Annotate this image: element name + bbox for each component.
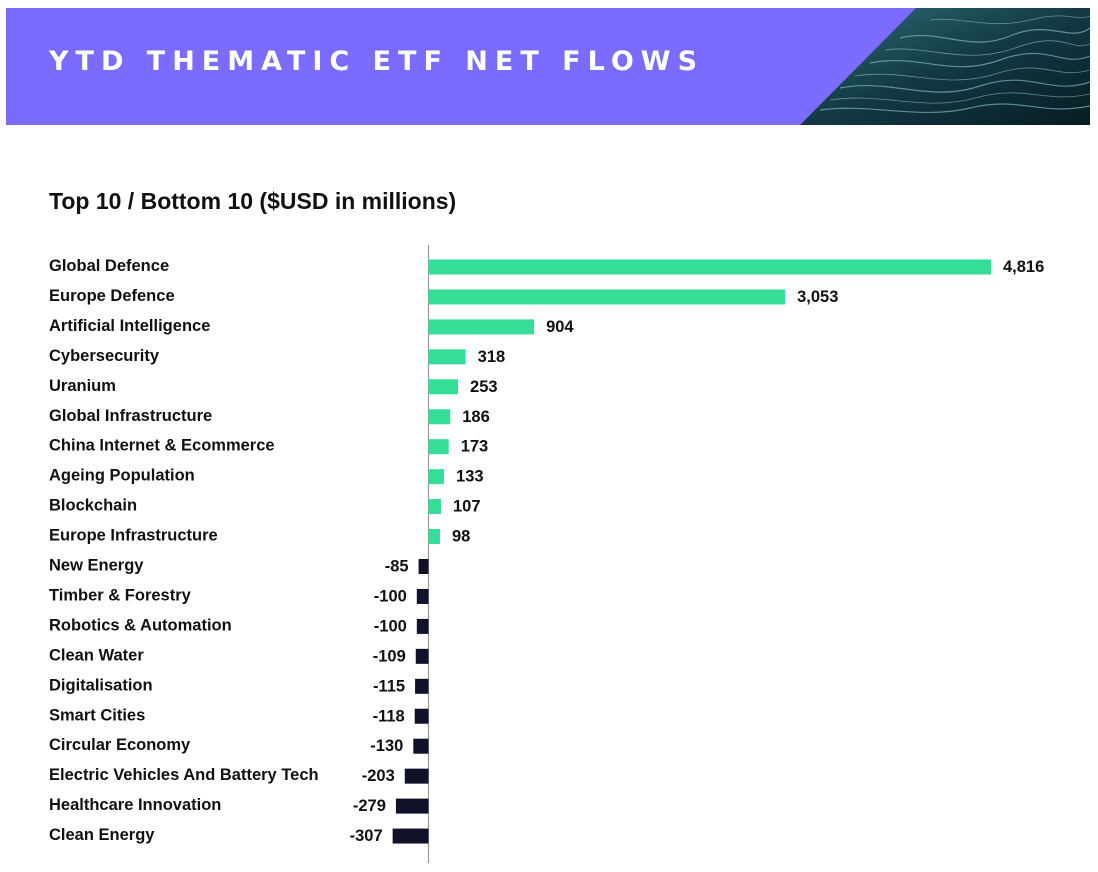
- header-banner: YTD THEMATIC ETF NET FLOWS: [6, 8, 1090, 125]
- category-label: Clean Water: [49, 646, 144, 664]
- category-label: Global Defence: [49, 257, 169, 275]
- category-label: Timber & Forestry: [49, 586, 192, 604]
- bar: [428, 529, 440, 545]
- decorative-water-image: [800, 8, 1090, 125]
- data-label: -118: [373, 707, 405, 725]
- data-label: -100: [374, 587, 407, 605]
- data-label: 107: [453, 498, 481, 516]
- data-label: 186: [462, 408, 490, 426]
- bar: [415, 648, 429, 664]
- bar: [428, 259, 991, 275]
- category-label: Smart Cities: [49, 706, 145, 724]
- data-label: -109: [373, 647, 406, 665]
- category-label: China Internet & Ecommerce: [49, 437, 275, 455]
- data-label: -279: [353, 797, 386, 815]
- chart-title: Top 10 / Bottom 10 ($USD in millions): [49, 188, 457, 214]
- bar: [418, 559, 429, 574]
- bar: [428, 409, 451, 425]
- bar: [395, 798, 429, 814]
- category-label: Uranium: [49, 377, 116, 395]
- data-label: -100: [374, 617, 407, 635]
- category-label: Artificial Intelligence: [49, 317, 210, 335]
- category-label: Digitalisation: [49, 676, 153, 694]
- bar: [428, 499, 441, 515]
- data-label: -307: [350, 827, 383, 845]
- data-label: 3,053: [797, 288, 838, 306]
- bar: [428, 469, 445, 485]
- data-label: 4,816: [1003, 258, 1044, 276]
- category-label: Cybersecurity: [49, 347, 160, 365]
- category-label: Robotics & Automation: [49, 616, 232, 634]
- data-label: 318: [478, 348, 506, 366]
- bar: [428, 439, 449, 455]
- bar: [404, 768, 429, 784]
- bar: [428, 349, 466, 365]
- data-label: 904: [546, 318, 574, 336]
- bar: [414, 708, 429, 724]
- bar: [413, 738, 429, 754]
- data-label: -203: [362, 767, 395, 785]
- category-label: Clean Energy: [49, 826, 155, 844]
- data-label: -130: [370, 737, 403, 755]
- category-label: Blockchain: [49, 497, 137, 515]
- bar: [416, 618, 429, 634]
- category-label: Europe Infrastructure: [49, 527, 218, 545]
- data-label: -85: [385, 558, 409, 576]
- data-label: 98: [452, 528, 470, 546]
- category-label: Global Infrastructure: [49, 407, 212, 425]
- page-title: YTD THEMATIC ETF NET FLOWS: [49, 46, 705, 77]
- data-label: 173: [461, 438, 489, 456]
- bar: [428, 289, 786, 305]
- category-label: New Energy: [49, 557, 144, 575]
- bar: [416, 588, 429, 604]
- category-label: Healthcare Innovation: [49, 796, 221, 814]
- data-label: 133: [456, 468, 484, 486]
- category-label: Circular Economy: [49, 736, 191, 754]
- bar: [392, 828, 429, 844]
- data-label: -115: [373, 677, 405, 695]
- category-label: Ageing Population: [49, 467, 195, 485]
- bar: [428, 379, 459, 395]
- category-label: Europe Defence: [49, 287, 175, 305]
- bar: [415, 678, 429, 694]
- data-label: 253: [470, 378, 498, 396]
- bar: [428, 319, 535, 335]
- category-label: Electric Vehicles And Battery Tech: [49, 766, 319, 784]
